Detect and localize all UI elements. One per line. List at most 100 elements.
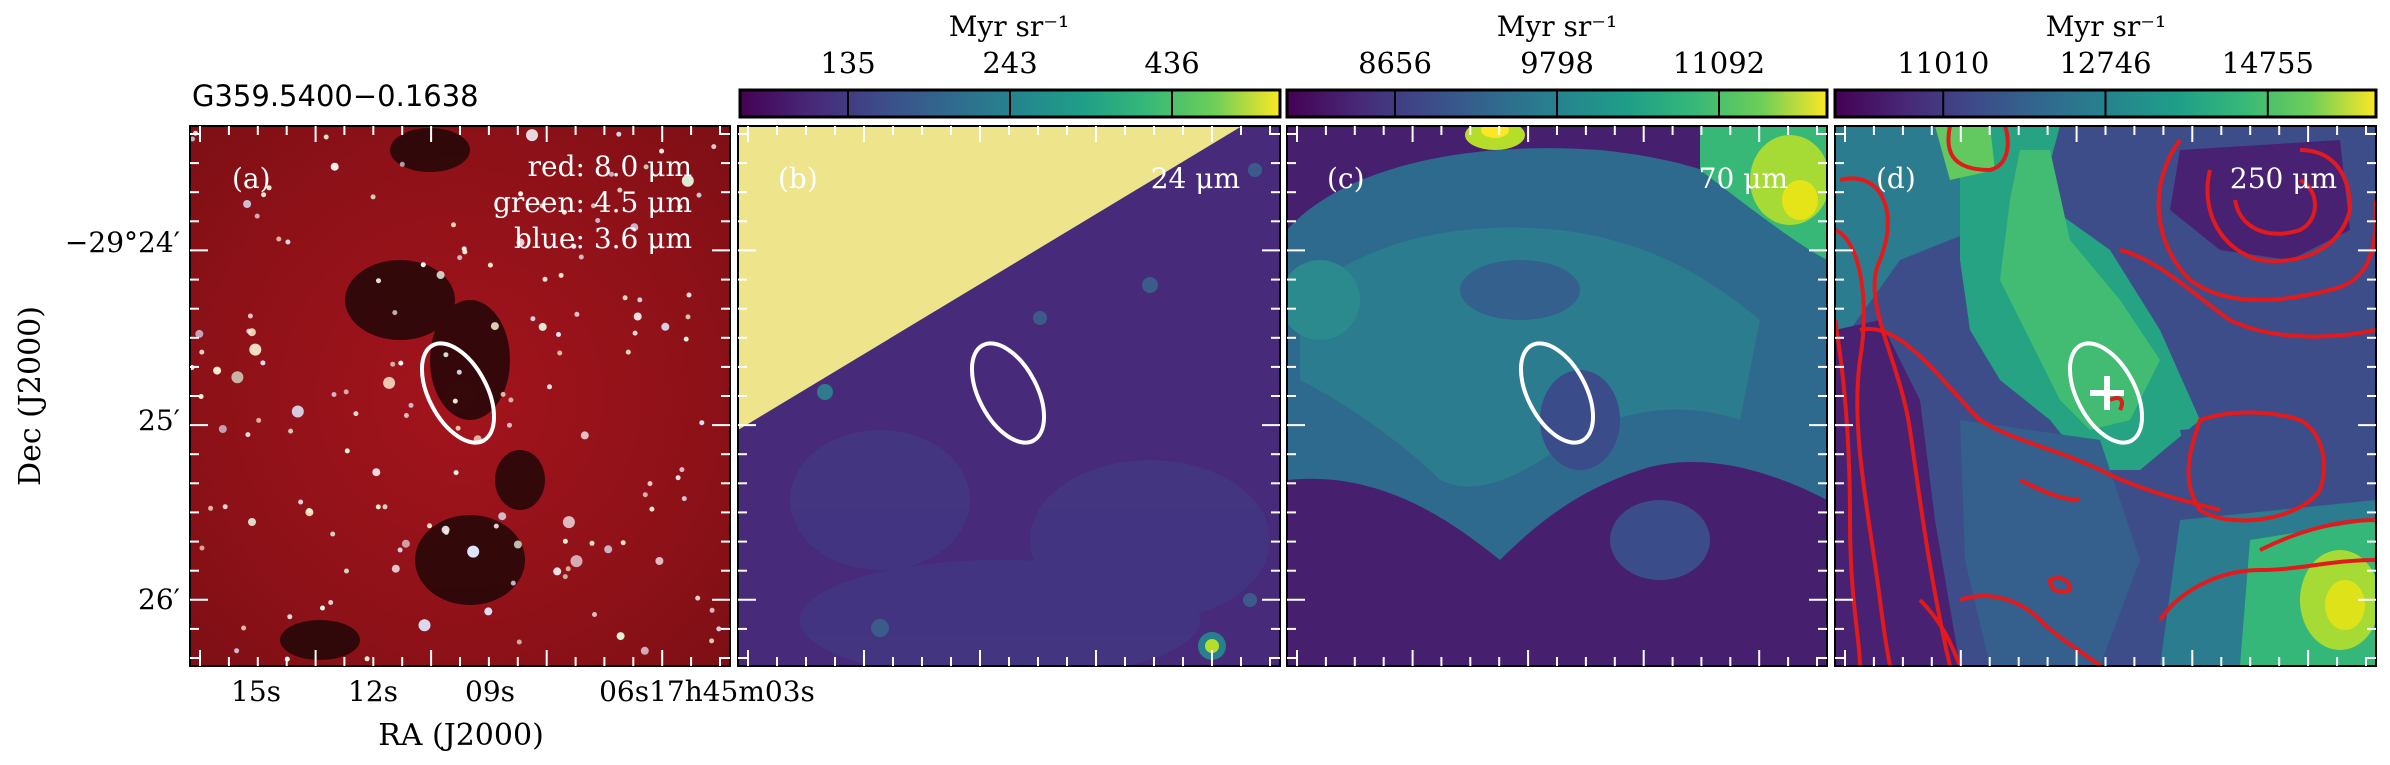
star — [375, 504, 381, 510]
star — [376, 278, 381, 284]
star — [683, 336, 689, 342]
star — [630, 223, 639, 232]
star — [609, 171, 614, 177]
star — [632, 330, 638, 336]
star — [570, 555, 583, 568]
star — [330, 162, 339, 171]
star — [661, 322, 670, 331]
star — [331, 392, 337, 397]
star — [467, 545, 480, 558]
star — [260, 360, 266, 366]
star — [261, 192, 267, 198]
star — [686, 292, 692, 298]
panel-b-label: (b) — [778, 162, 818, 195]
star — [372, 468, 381, 477]
panel-a-stars — [190, 129, 722, 662]
star — [266, 185, 272, 191]
star — [695, 595, 701, 601]
star — [344, 448, 350, 454]
star — [677, 204, 683, 210]
colorbar-tick-label: 135 — [820, 46, 875, 80]
star — [287, 614, 293, 620]
star — [595, 218, 601, 223]
star — [364, 656, 370, 662]
panel-b-band: 24 μm — [1151, 162, 1240, 195]
star — [427, 523, 432, 529]
panel-c-emission — [1287, 126, 1827, 580]
panel-c-band: 70 μm — [1699, 162, 1788, 195]
star — [493, 523, 499, 529]
star — [500, 391, 506, 397]
star — [254, 213, 260, 219]
star — [401, 539, 410, 548]
source-name: G359.5400−0.1638 — [192, 79, 479, 113]
star — [625, 349, 631, 355]
panel-a-source-ellipse — [419, 341, 497, 445]
star — [399, 161, 405, 167]
star — [637, 297, 643, 303]
star — [457, 255, 463, 261]
panel-d-source-ellipse — [2067, 341, 2145, 445]
colorbar-ticks: 135 243 436 8656 9798 11092 11010 12746 14755 — [820, 46, 2314, 116]
star — [218, 425, 227, 433]
panel-b-masked-region — [738, 126, 1242, 430]
star — [343, 389, 349, 395]
star — [195, 329, 204, 338]
star — [591, 203, 596, 209]
star — [382, 504, 388, 510]
axis-ticks — [190, 126, 2376, 666]
panel-b-texture — [790, 430, 1270, 666]
star — [640, 646, 649, 655]
star — [243, 200, 252, 208]
star — [617, 187, 623, 193]
star — [353, 411, 359, 417]
panel-d-label: (d) — [1876, 162, 1916, 195]
star — [589, 540, 595, 546]
panel-d-band: 250 μm — [2230, 162, 2337, 195]
star — [562, 538, 568, 544]
panel-d-peak-marker — [2090, 376, 2124, 410]
star — [248, 518, 256, 526]
colorbar-tick-label: 243 — [982, 46, 1037, 80]
star — [328, 600, 334, 605]
star — [530, 316, 536, 322]
star — [518, 191, 524, 197]
star — [190, 136, 195, 142]
star — [391, 564, 400, 573]
star — [649, 506, 655, 512]
star — [633, 312, 642, 321]
star — [642, 492, 648, 498]
colorbar-tick-label: 11010 — [1897, 46, 1989, 80]
star — [245, 432, 251, 438]
star — [558, 272, 564, 278]
star — [291, 405, 304, 418]
ra-tick-2: 09s — [465, 675, 515, 708]
x-axis-label: RA (J2000) — [378, 718, 544, 753]
star — [390, 361, 396, 367]
star — [675, 475, 681, 481]
star — [408, 402, 414, 408]
star — [498, 512, 507, 521]
star — [516, 639, 522, 645]
star — [256, 417, 262, 423]
star — [510, 580, 516, 586]
star — [487, 262, 493, 268]
panel-d: (d) 250 μm — [1834, 125, 2377, 667]
colorbar-tick-label: 436 — [1144, 46, 1199, 80]
star — [231, 371, 244, 384]
star — [562, 516, 575, 529]
colorbar-tick-label: 11092 — [1673, 46, 1765, 80]
star — [547, 384, 552, 390]
star — [659, 148, 665, 154]
star — [403, 413, 409, 418]
star — [199, 545, 205, 551]
star — [681, 174, 694, 187]
dec-tick-0: −29°24′ — [65, 226, 180, 259]
star — [616, 632, 625, 641]
dec-tick-1: 25′ — [138, 404, 180, 437]
star — [392, 310, 398, 316]
panel-a-band-blue: blue: 3.6 μm — [514, 222, 692, 255]
star — [709, 607, 715, 613]
panel-d-contours — [1835, 126, 2376, 666]
